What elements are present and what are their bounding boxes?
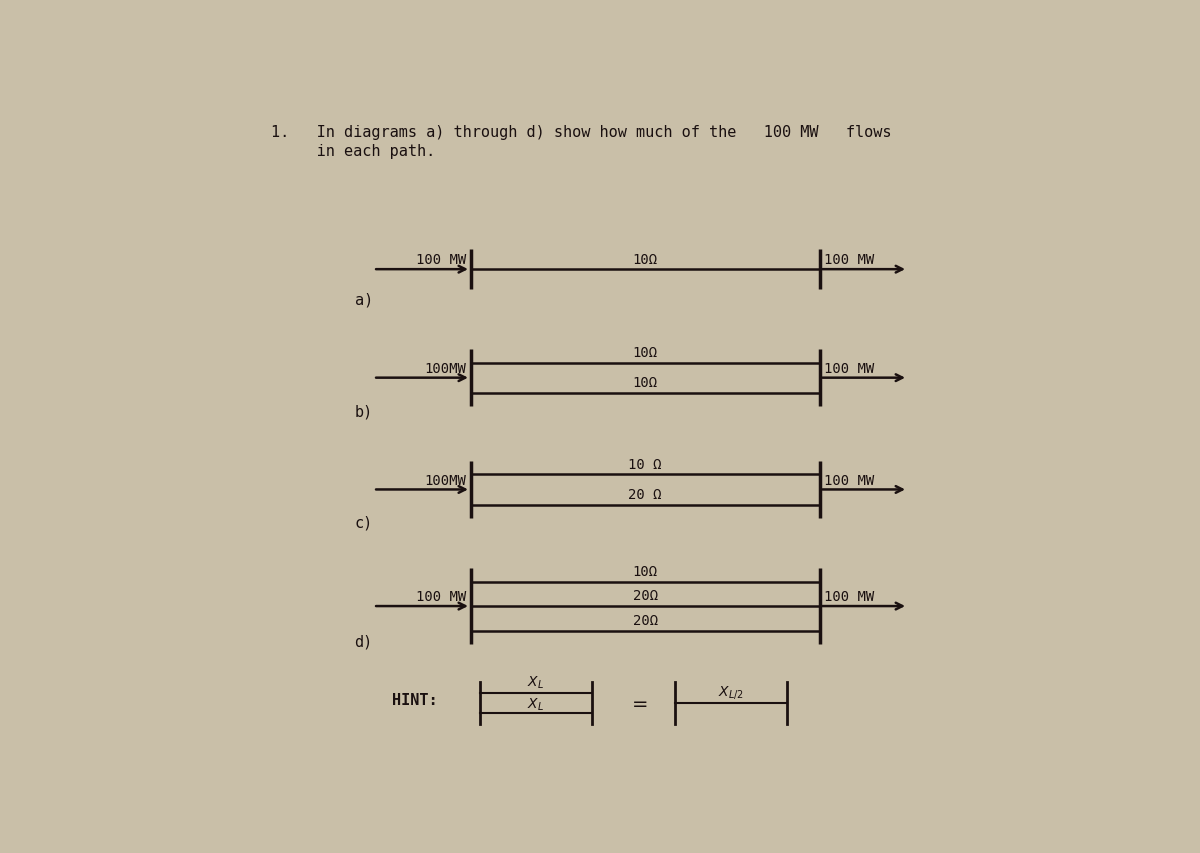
Text: $X_L$: $X_L$ <box>528 674 545 690</box>
Text: a): a) <box>355 292 373 307</box>
Text: 100MW: 100MW <box>425 473 466 487</box>
Text: 100 MW: 100 MW <box>416 589 466 603</box>
Text: 10Ω: 10Ω <box>632 565 658 578</box>
Text: in each path.: in each path. <box>271 144 436 160</box>
Text: 100 MW: 100 MW <box>824 362 875 375</box>
Text: 20Ω: 20Ω <box>632 589 658 602</box>
Text: c): c) <box>355 515 373 531</box>
Text: 1.   In diagrams a) through d) show how much of the   100 MW   flows: 1. In diagrams a) through d) show how mu… <box>271 125 892 139</box>
Text: 100 MW: 100 MW <box>824 253 875 267</box>
Text: 100 MW: 100 MW <box>824 589 875 603</box>
Text: 10Ω: 10Ω <box>632 252 658 266</box>
Text: 20Ω: 20Ω <box>632 613 658 628</box>
Text: HINT:: HINT: <box>391 693 438 707</box>
Text: 10Ω: 10Ω <box>632 376 658 390</box>
Text: 100 MW: 100 MW <box>824 473 875 487</box>
Text: 100MW: 100MW <box>425 362 466 375</box>
Text: 100 MW: 100 MW <box>416 253 466 267</box>
Text: =: = <box>632 693 648 713</box>
Text: $X_{L/2}$: $X_{L/2}$ <box>719 683 744 700</box>
Text: 10 Ω: 10 Ω <box>629 457 662 471</box>
Text: 10Ω: 10Ω <box>632 345 658 360</box>
Text: b): b) <box>355 403 373 419</box>
Text: 20 Ω: 20 Ω <box>629 487 662 502</box>
Text: $X_L$: $X_L$ <box>528 695 545 712</box>
Text: d): d) <box>355 634 373 648</box>
